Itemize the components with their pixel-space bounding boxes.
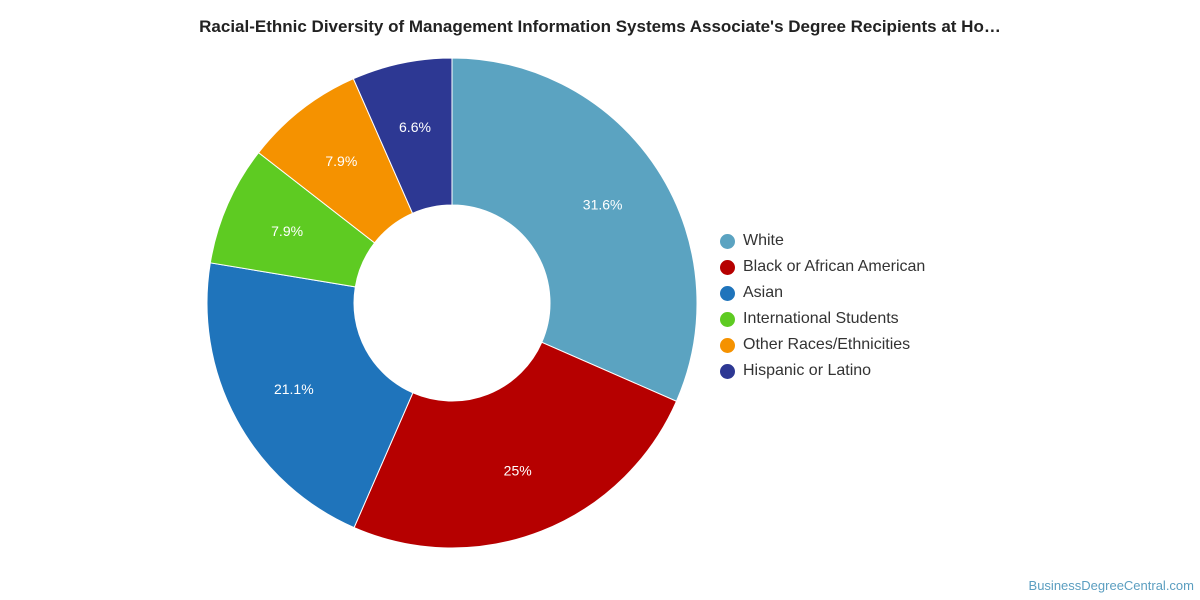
legend-item[interactable]: Hispanic or Latino	[720, 358, 925, 384]
legend: White Black or African American Asian Inter…	[720, 228, 925, 384]
slice-label: 6.6%	[399, 119, 431, 135]
chart-title: Racial-Ethnic Diversity of Management In…	[199, 17, 1001, 36]
slice-asian[interactable]	[206, 262, 414, 529]
legend-swatch	[720, 311, 735, 327]
legend-swatch	[720, 337, 735, 353]
legend-label: White	[743, 232, 784, 249]
slice-label: 21.1%	[274, 381, 314, 397]
slice-label: 31.6%	[583, 196, 623, 212]
legend-item[interactable]: Other Races/Ethnicities	[720, 332, 925, 358]
slice-label: 25%	[504, 463, 532, 479]
slice-black-or-african-american[interactable]	[353, 341, 678, 549]
watermark[interactable]: BusinessDegreeCentral.com	[1028, 578, 1194, 593]
slice-hispanic-or-latino[interactable]	[352, 57, 453, 214]
slices-group	[206, 57, 698, 549]
legend-swatch	[720, 285, 735, 301]
legend-label: Other Races/Ethnicities	[743, 336, 911, 353]
slice-white[interactable]	[451, 57, 698, 402]
legend-swatch	[720, 233, 735, 249]
slice-label: 7.9%	[325, 153, 357, 169]
legend-item[interactable]: Black or African American	[720, 254, 925, 280]
legend-label: International Students	[743, 310, 899, 327]
legend-item[interactable]: Asian	[720, 280, 925, 306]
legend-swatch	[720, 363, 735, 379]
slice-label: 7.9%	[271, 223, 303, 239]
legend-swatch	[720, 259, 735, 275]
legend-label: Black or African American	[743, 258, 926, 275]
legend-item[interactable]: International Students	[720, 306, 925, 332]
slice-labels-group: 31.6% 25% 21.1% 7.9% 7.9% 6.6%	[271, 119, 622, 479]
legend-label: Asian	[743, 284, 784, 301]
legend-label: Hispanic or Latino	[743, 362, 872, 379]
legend-item[interactable]: White	[720, 228, 925, 254]
